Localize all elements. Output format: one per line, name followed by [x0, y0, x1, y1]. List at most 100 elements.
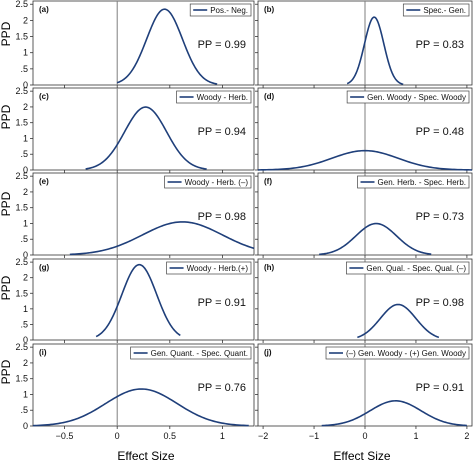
panel-i-ytick-label: 2.5: [15, 342, 28, 352]
panel-e-legend-box: [164, 175, 252, 189]
panel-j-xtick-label: 0: [362, 431, 367, 441]
panel-d-pp-annotation: PP = 0.48: [416, 126, 464, 138]
panel-g-ytick-label: 2: [23, 273, 28, 283]
panel-f-density-curve: [319, 222, 432, 256]
panel-b-letter: (b): [264, 5, 275, 14]
panel-i-xtick-label: −0.5: [56, 431, 74, 441]
panel-a-legend: Pos.- Neg.: [189, 3, 252, 17]
panel-c-legend-box: [176, 90, 252, 104]
panel-i-ytick-label: 1: [23, 389, 28, 399]
panel-c-ytick-label: 2: [23, 102, 28, 112]
panel-h-legend: Gen. Qual. - Spec. Qual. (–): [346, 261, 470, 275]
panel-i: 0.511.522.5−0.5 0 0.5 1(i) Gen. Quant. - Spe…: [15, 342, 255, 441]
panel-b-density-curve: [346, 16, 404, 86]
panel-g-ytick-label: 2.5: [15, 257, 28, 267]
panel-e-ytick-label: 2: [23, 187, 28, 197]
panel-i-ytick-label: 1.5: [15, 374, 28, 384]
panel-c-ytick-label: 0: [23, 165, 28, 175]
panel-i-xtick-label: 0: [115, 431, 120, 441]
panel-h-legend-box: [346, 261, 470, 275]
panel-f-legend-box: [357, 175, 470, 189]
panel-j: −2 −1 0 1 2 (j) (–) Gen. Woody - (+) Gen. Wood…: [255, 343, 473, 441]
panel-e-pp-annotation: PP = 0.98: [198, 211, 246, 223]
panel-j-pp-annotation: PP = 0.91: [416, 382, 464, 394]
panel-e-legend: Woody - Herb. (–): [164, 175, 252, 189]
panel-a-pp-annotation: PP = 0.99: [198, 39, 246, 51]
panel-h-density-curve: [357, 303, 440, 339]
panel-f-letter: (f): [264, 177, 272, 186]
panel-a-ytick-label: 1.5: [15, 32, 28, 42]
panel-j-legend-label: (–) Gen. Woody - (+) Gen. Woody: [346, 349, 466, 358]
panel-i-xtick-label: 0.5: [164, 431, 177, 441]
panel-g-legend-label: Woody - Herb.(+): [187, 264, 249, 273]
panel-j-xtick-label: −2: [258, 431, 268, 441]
panel-b-legend: Spec.- Gen.: [402, 3, 470, 17]
panel-g-legend-box: [166, 261, 252, 275]
panel-i-letter: (i): [39, 348, 47, 357]
panel-c: 0 .5 1 1.5 2 2.5 (c) Woody - Herb. PP = 0.94: [15, 86, 255, 175]
panel-j-xtick-label: 2: [464, 431, 469, 441]
panel-i-pp-annotation: PP = 0.76: [198, 382, 246, 394]
panel-e-ytick-label: 1: [23, 218, 28, 228]
panel-i-xtick-label: 1: [220, 431, 225, 441]
panel-j-xtick-label: −1: [309, 431, 319, 441]
panel-c-legend: Woody - Herb.: [176, 90, 252, 104]
panel-g-pp-annotation: PP = 0.91: [198, 297, 246, 309]
panel-g-ytick-label: 1.5: [15, 288, 28, 298]
panel-b: (b) Spec.- Gen. PP = 0.83: [255, 0, 473, 88]
panel-a-ytick-label: 2.5: [15, 0, 28, 9]
panel-i-density-curve: [32, 388, 249, 427]
panel-a-ytick-label: 0: [23, 80, 28, 90]
panel-a-legend-box: [189, 3, 252, 17]
panel-h-legend-label: Gen. Qual. - Spec. Qual. (–): [366, 264, 466, 273]
panel-d-letter: (d): [264, 92, 275, 101]
y-axis-label-row5: PPD: [0, 359, 13, 384]
panel-d: (d) Gen. Woody - Spec. Woody PP = 0.48: [255, 87, 473, 173]
panel-e-density-curve: [69, 221, 255, 256]
y-axis-label-row4: PPD: [0, 275, 13, 300]
panel-i-legend-label: Gen. Quant. - Spec. Quant.: [151, 349, 248, 358]
panel-c-pp-annotation: PP = 0.94: [198, 126, 246, 138]
panel-h-letter: (h): [264, 263, 275, 272]
panel-b-legend-label: Spec.- Gen.: [423, 6, 466, 15]
panel-d-legend-label: Gen. Woody - Spec. Woody: [367, 93, 466, 102]
panel-i-frame: [32, 343, 255, 427]
panel-e-ytick-label: 1.5: [15, 203, 28, 213]
panel-e-letter: (e): [39, 177, 49, 186]
panel-b-legend-box: [402, 3, 470, 17]
panel-j-density-curve: [321, 400, 467, 427]
panel-g-letter: (g): [39, 263, 50, 272]
panels: 0.511.522.5(a) Pos.- Neg.PP = 0.99(b) Spec…: [15, 0, 473, 441]
panel-c-ytick-label: .5: [20, 149, 28, 159]
panel-b-pp-annotation: PP = 0.83: [416, 39, 464, 51]
panel-c-ytick-label: 1: [23, 133, 28, 143]
panel-g-frame: [32, 258, 255, 341]
panel-a-ytick-label: 2: [23, 15, 28, 25]
panel-a-ytick-label: 1: [23, 48, 28, 58]
panel-h: (h) Gen. Qual. - Spec. Qual. (–) PP = 0.98: [255, 258, 473, 343]
panel-e-ytick-label: 2.5: [15, 171, 28, 181]
panel-g-ytick-label: 1: [23, 304, 28, 314]
panel-g-ytick-label: 0: [23, 335, 28, 345]
panel-d-legend: Gen. Woody - Spec. Woody: [346, 90, 470, 104]
panel-i-ytick-label: 0: [23, 421, 28, 431]
panel-h-pp-annotation: PP = 0.98: [416, 297, 464, 309]
panel-j-legend-box: [325, 346, 470, 360]
y-axis-label-row1: PPD: [0, 21, 13, 46]
panel-a-legend-label: Pos.- Neg.: [210, 6, 248, 15]
x-axis-label-left: Effect Size: [117, 449, 174, 463]
panel-a-ytick-label: .5: [20, 64, 28, 74]
panel-j-xtick-label: 1: [413, 431, 418, 441]
panel-c-frame: [32, 87, 255, 171]
panel-d-legend-box: [346, 90, 470, 104]
panel-a-frame: [32, 0, 255, 86]
panel-f-legend-label: Gen. Herb. - Spec. Herb.: [378, 178, 466, 187]
panel-i-ytick-label: 2: [23, 358, 28, 368]
panel-j-letter: (j): [264, 348, 272, 357]
panel-g-density-curve: [95, 263, 181, 338]
panel-g-legend: Woody - Herb.(+): [166, 261, 252, 275]
panel-e-ytick-label: .5: [20, 234, 28, 244]
panel-e-ytick-label: 0: [23, 250, 28, 260]
panel-c-density-curve: [85, 106, 207, 170]
